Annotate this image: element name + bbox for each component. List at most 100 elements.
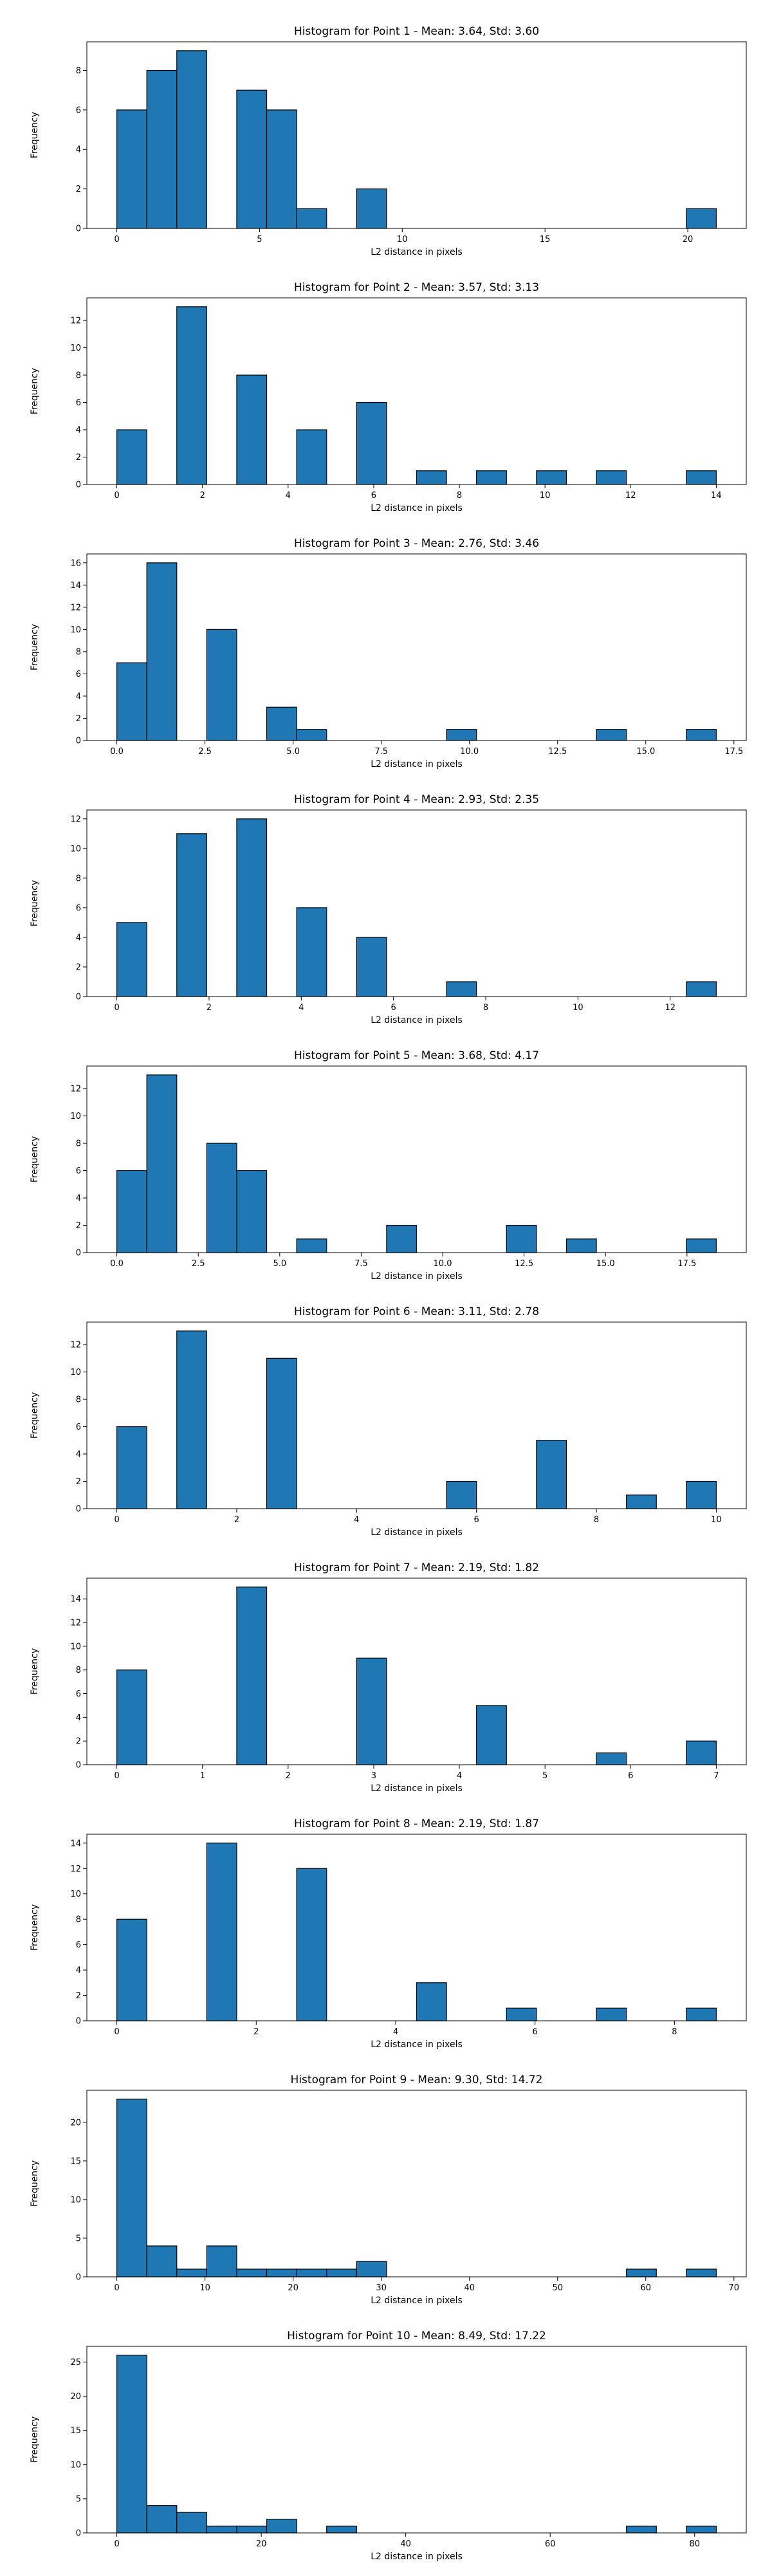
histogram-bar bbox=[356, 1657, 387, 1765]
histogram-bar bbox=[266, 109, 297, 229]
histogram-bar bbox=[356, 2261, 387, 2277]
histogram-bar bbox=[296, 208, 327, 229]
y-tick-label: 10 bbox=[70, 2195, 81, 2205]
histogram-bar bbox=[626, 2268, 657, 2277]
x-tick-label: 15.0 bbox=[636, 747, 655, 757]
histogram-bar bbox=[206, 629, 237, 741]
histogram-bar bbox=[206, 1143, 237, 1253]
y-tick-label: 10 bbox=[70, 1112, 81, 1121]
plot-frame bbox=[86, 553, 747, 741]
histogram-panel-8: Histogram for Point 8 - Mean: 2.19, Std:… bbox=[30, 1817, 747, 2050]
y-tick-label: 6 bbox=[76, 1689, 81, 1699]
x-tick-label: 2.5 bbox=[192, 1259, 205, 1269]
histogram-bar bbox=[536, 1440, 567, 1509]
x-tick-label: 1 bbox=[200, 1771, 205, 1781]
x-tick-label: 0 bbox=[114, 1003, 119, 1013]
y-axis-label: Frequency bbox=[30, 1648, 40, 1695]
histogram-bar bbox=[146, 2505, 178, 2534]
histogram-bar bbox=[356, 401, 387, 485]
histogram-bar bbox=[446, 981, 477, 997]
y-tick-label: 10 bbox=[70, 625, 81, 635]
y-tick-label: 8 bbox=[76, 1139, 81, 1149]
y-tick-label: 6 bbox=[76, 903, 81, 913]
x-tick-label: 6 bbox=[391, 1003, 396, 1013]
histogram-bar bbox=[176, 2268, 207, 2277]
y-tick-label: 0 bbox=[76, 1761, 81, 1771]
histogram-bar bbox=[236, 1170, 268, 1253]
y-axis-label: Frequency bbox=[30, 624, 40, 670]
x-tick-label: 4 bbox=[457, 1771, 462, 1781]
y-tick-label: 10 bbox=[70, 1368, 81, 1377]
y-tick-label: 2 bbox=[76, 185, 81, 194]
y-tick-label: 5 bbox=[76, 2494, 81, 2504]
y-tick-label: 8 bbox=[76, 647, 81, 657]
y-tick-label: 15 bbox=[70, 2426, 81, 2436]
y-tick-label: 12 bbox=[70, 1085, 81, 1094]
x-tick-label: 60 bbox=[545, 2539, 556, 2549]
y-tick-label: 4 bbox=[76, 426, 81, 436]
y-axis-label: Frequency bbox=[30, 1136, 40, 1182]
histogram-bar bbox=[686, 981, 717, 997]
y-tick-label: 16 bbox=[70, 558, 81, 568]
histogram-bar bbox=[116, 662, 147, 741]
x-tick-label: 0 bbox=[114, 235, 119, 244]
plot-frame bbox=[86, 809, 747, 997]
y-tick-label: 0 bbox=[76, 2017, 81, 2027]
y-tick-label: 8 bbox=[76, 371, 81, 381]
y-tick-label: 6 bbox=[76, 106, 81, 115]
x-tick-label: 60 bbox=[641, 2283, 652, 2293]
histogram-bar bbox=[565, 1238, 597, 1253]
y-tick-label: 12 bbox=[70, 1864, 81, 1874]
x-tick-label: 20 bbox=[683, 235, 694, 244]
y-tick-label: 6 bbox=[76, 1940, 81, 1950]
histogram-panel-3: Histogram for Point 3 - Mean: 2.76, Std:… bbox=[30, 537, 747, 769]
histogram-bar bbox=[416, 470, 447, 485]
x-axis-label: L2 distance in pixels bbox=[371, 759, 463, 769]
y-tick-label: 12 bbox=[70, 1341, 81, 1350]
y-tick-label: 12 bbox=[70, 603, 81, 612]
x-tick-label: 0.0 bbox=[110, 1259, 124, 1269]
histogram-bar bbox=[176, 306, 207, 485]
x-tick-label: 20 bbox=[288, 2283, 299, 2293]
x-tick-label: 12 bbox=[625, 491, 636, 501]
x-tick-label: 7.5 bbox=[354, 1259, 368, 1269]
histogram-bar bbox=[116, 429, 147, 485]
histogram-panel-9: Histogram for Point 9 - Mean: 9.30, Std:… bbox=[30, 2074, 747, 2306]
plot-frame bbox=[86, 1321, 747, 1509]
y-tick-label: 0 bbox=[76, 993, 81, 1002]
y-tick-label: 10 bbox=[70, 1890, 81, 1899]
y-tick-label: 2 bbox=[76, 714, 81, 724]
y-axis-label: Frequency bbox=[30, 112, 40, 158]
histogram-bar bbox=[146, 1074, 178, 1253]
histogram-bar bbox=[146, 562, 178, 741]
histogram-bar bbox=[686, 470, 717, 485]
x-tick-label: 8 bbox=[672, 2027, 677, 2037]
x-tick-label: 10 bbox=[573, 1003, 584, 1013]
x-axis-label: L2 distance in pixels bbox=[371, 2039, 463, 2050]
x-tick-label: 0 bbox=[114, 2539, 119, 2549]
x-tick-label: 15.0 bbox=[596, 1259, 615, 1269]
histogram-bar bbox=[176, 1330, 207, 1509]
histogram-bar bbox=[296, 1238, 327, 1253]
x-tick-label: 10 bbox=[397, 235, 408, 244]
histogram-bar bbox=[686, 1480, 717, 1509]
x-tick-label: 4 bbox=[299, 1003, 304, 1013]
y-tick-label: 8 bbox=[76, 874, 81, 883]
y-tick-label: 0 bbox=[76, 225, 81, 234]
y-tick-label: 20 bbox=[70, 2392, 81, 2402]
y-tick-label: 6 bbox=[76, 1422, 81, 1432]
plot-frame bbox=[86, 1834, 747, 2021]
histogram-bar bbox=[326, 2268, 357, 2277]
histogram-bar bbox=[416, 1982, 447, 2021]
x-tick-label: 3 bbox=[371, 1771, 376, 1781]
y-tick-label: 5 bbox=[76, 2234, 81, 2243]
y-tick-label: 6 bbox=[76, 670, 81, 679]
histogram-bar bbox=[596, 1752, 627, 1765]
plot-frame bbox=[86, 2346, 747, 2534]
histogram-bar bbox=[446, 729, 477, 741]
histogram-bar bbox=[626, 1495, 657, 1509]
y-tick-label: 4 bbox=[76, 1450, 81, 1460]
histogram-bar bbox=[686, 1238, 717, 1253]
x-axis-label: L2 distance in pixels bbox=[371, 1783, 463, 1794]
x-tick-label: 50 bbox=[552, 2283, 563, 2293]
